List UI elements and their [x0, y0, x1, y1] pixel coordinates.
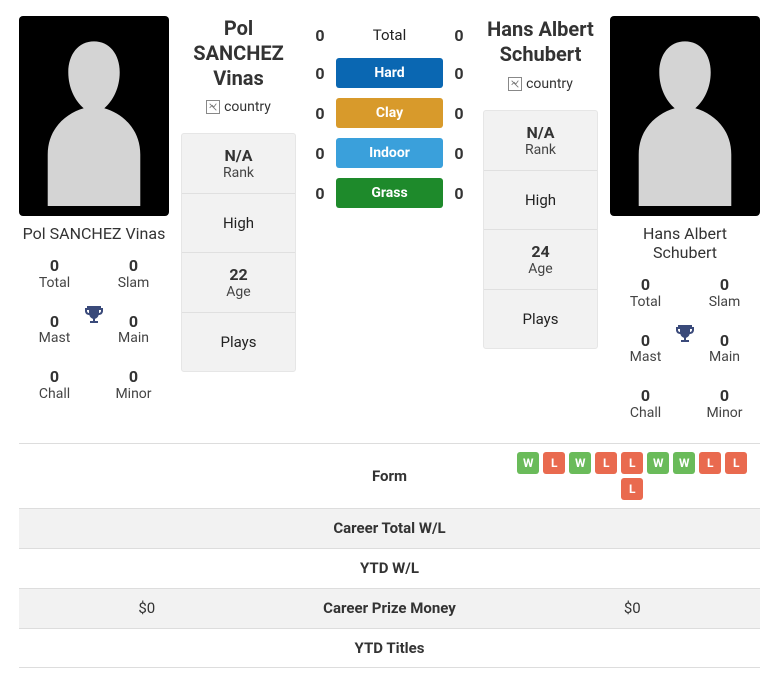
h2h-surface-label: Indoor: [336, 138, 443, 168]
form-loss-pill: L: [621, 452, 643, 474]
stat-row-form: FormWLWLLWWLLL: [19, 443, 760, 508]
h2h-surface-label: Hard: [336, 58, 443, 88]
right-rank: N/ARank: [484, 111, 597, 171]
stat-row-career-wl: Career Total W/L: [19, 508, 760, 548]
left-info-column: Pol SANCHEZ Vinas country N/ARank High 2…: [181, 16, 296, 372]
left-plays: Plays: [182, 313, 295, 371]
form-win-pill: W: [569, 452, 591, 474]
h2h-right-value: 0: [449, 26, 469, 45]
form-loss-pill: L: [543, 452, 565, 474]
h2h-row-indoor: 0 Indoor 0: [308, 138, 471, 168]
broken-image-icon: [508, 77, 522, 91]
right-title-mast: 0Mast: [610, 332, 681, 366]
right-high: High: [484, 171, 597, 230]
right-info-box: N/ARank High 24Age Plays: [483, 110, 598, 349]
right-title-total: 0Total: [610, 276, 681, 310]
right-titles-grid: 0Total 0Slam 0Mast 0Main 0Chall 0Minor: [610, 270, 760, 421]
right-title-main: 0Main: [689, 332, 760, 366]
left-country-flag: country: [181, 99, 296, 115]
h2h-row-clay: 0 Clay 0: [308, 98, 471, 128]
h2h-left-value: 0: [310, 144, 330, 163]
h2h-surface-label: Total: [336, 22, 443, 48]
left-info-box: N/ARank High 22Age Plays: [181, 133, 296, 372]
left-title-mast: 0Mast: [19, 313, 90, 347]
head-to-head-column: 0 Total 0 0 Hard 0 0 Clay 0 0 Indoor 0 0 Grass 0: [308, 16, 471, 208]
stat-value: [505, 640, 761, 656]
stat-value: [505, 560, 761, 576]
country-alt-text: country: [526, 76, 573, 92]
h2h-surface-label: Clay: [336, 98, 443, 128]
stat-row-prize: $0Career Prize Money$0: [19, 588, 760, 628]
left-age: 22Age: [182, 253, 295, 313]
right-player-name: Hans Albert Schubert: [483, 16, 598, 68]
left-high: High: [182, 194, 295, 253]
right-title-minor: 0Minor: [689, 387, 760, 421]
h2h-left-value: 0: [310, 184, 330, 203]
h2h-right-value: 0: [449, 64, 469, 83]
right-player-card: Hans Albert Schubert 0Total 0Slam 0Mast …: [610, 16, 760, 421]
h2h-right-value: 0: [449, 144, 469, 163]
form-cell: WLWLLWWLLL: [505, 444, 761, 508]
country-alt-text: country: [224, 99, 271, 115]
stat-label: Form: [275, 459, 505, 493]
trophy-icon: [673, 322, 697, 350]
left-rank: N/ARank: [182, 134, 295, 194]
right-title-chall: 0Chall: [610, 387, 681, 421]
form-win-pill: W: [647, 452, 669, 474]
stat-label: Career Total W/L: [275, 511, 505, 545]
left-player-photo: [19, 16, 169, 216]
form-loss-pill: L: [621, 478, 643, 500]
right-plays: Plays: [484, 290, 597, 348]
left-player-card: Pol SANCHEZ Vinas 0Total 0Slam 0Mast 0Ma…: [19, 16, 169, 402]
left-player-name: Pol SANCHEZ Vinas: [181, 16, 296, 91]
left-title-chall: 0Chall: [19, 368, 90, 402]
stat-value: $0: [505, 591, 761, 625]
stat-value: [19, 520, 275, 536]
left-title-slam: 0Slam: [98, 257, 169, 291]
h2h-row-total: 0 Total 0: [308, 22, 471, 48]
stat-value: [19, 640, 275, 656]
h2h-right-value: 0: [449, 104, 469, 123]
h2h-right-value: 0: [449, 184, 469, 203]
stat-label: YTD W/L: [275, 551, 505, 585]
stat-label: YTD Titles: [275, 631, 505, 665]
stat-row-ytd-titles: YTD Titles: [19, 628, 760, 668]
right-info-column: Hans Albert Schubert country N/ARank Hig…: [483, 16, 598, 349]
left-player-name-caption: Pol SANCHEZ Vinas: [19, 224, 169, 243]
h2h-left-value: 0: [310, 104, 330, 123]
h2h-row-grass: 0 Grass 0: [308, 178, 471, 208]
right-player-photo: [610, 16, 760, 216]
trophy-icon: [82, 303, 106, 331]
left-title-minor: 0Minor: [98, 368, 169, 402]
form-loss-pill: L: [725, 452, 747, 474]
right-title-slam: 0Slam: [689, 276, 760, 310]
h2h-left-value: 0: [310, 64, 330, 83]
h2h-surface-label: Grass: [336, 178, 443, 208]
stat-label: Career Prize Money: [275, 591, 505, 625]
right-country-flag: country: [483, 76, 598, 92]
h2h-row-hard: 0 Hard 0: [308, 58, 471, 88]
right-player-name-caption: Hans Albert Schubert: [610, 224, 760, 262]
form-loss-pill: L: [699, 452, 721, 474]
comparison-stats-table: FormWLWLLWWLLLCareer Total W/LYTD W/L$0C…: [19, 443, 760, 668]
left-title-total: 0Total: [19, 257, 90, 291]
broken-image-icon: [206, 100, 220, 114]
stat-value: [505, 520, 761, 536]
stat-value: [19, 560, 275, 576]
form-win-pill: W: [673, 452, 695, 474]
right-age: 24Age: [484, 230, 597, 290]
form-loss-pill: L: [595, 452, 617, 474]
left-titles-grid: 0Total 0Slam 0Mast 0Main 0Chall 0Minor: [19, 251, 169, 402]
stat-value: $0: [19, 591, 275, 625]
comparison-header: Pol SANCHEZ Vinas 0Total 0Slam 0Mast 0Ma…: [19, 16, 760, 421]
stat-row-ytd-wl: YTD W/L: [19, 548, 760, 588]
form-win-pill: W: [517, 452, 539, 474]
form-cell: [19, 468, 275, 484]
h2h-left-value: 0: [310, 26, 330, 45]
left-title-main: 0Main: [98, 313, 169, 347]
